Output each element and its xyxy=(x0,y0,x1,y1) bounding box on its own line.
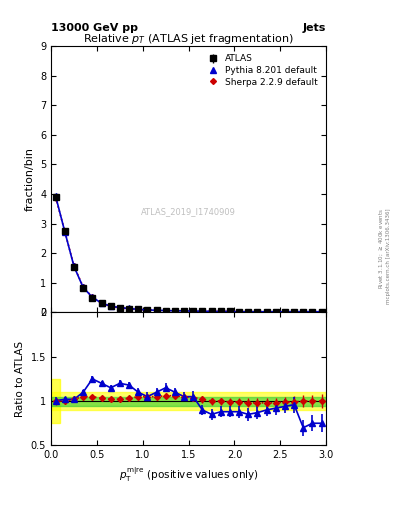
Text: Jets: Jets xyxy=(303,23,326,33)
Title: Relative $p_{T}$ (ATLAS jet fragmentation): Relative $p_{T}$ (ATLAS jet fragmentatio… xyxy=(83,32,294,46)
X-axis label: $p_{\mathrm{T}}^{\mathrm{m|re}}$ (positive values only): $p_{\mathrm{T}}^{\mathrm{m|re}}$ (positi… xyxy=(119,466,259,484)
Text: ATLAS_2019_I1740909: ATLAS_2019_I1740909 xyxy=(141,207,236,216)
Bar xyxy=(51,392,326,410)
Y-axis label: Ratio to ATLAS: Ratio to ATLAS xyxy=(15,341,25,417)
Bar xyxy=(51,397,326,406)
Y-axis label: fraction/bin: fraction/bin xyxy=(24,147,35,211)
Text: 13000 GeV pp: 13000 GeV pp xyxy=(51,23,138,33)
Bar xyxy=(51,379,60,423)
Legend: ATLAS, Pythia 8.201 default, Sherpa 2.2.9 default: ATLAS, Pythia 8.201 default, Sherpa 2.2.… xyxy=(200,51,322,90)
Text: Rivet 3.1.10; $\geq$ 400k events
mcplots.cern.ch [arXiv:1306.3436]: Rivet 3.1.10; $\geq$ 400k events mcplots… xyxy=(378,208,391,304)
